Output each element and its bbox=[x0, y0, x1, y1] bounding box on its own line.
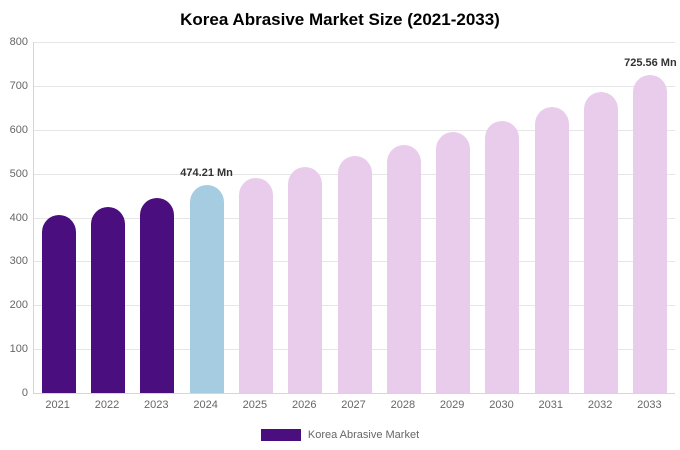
bar-2024[interactable] bbox=[189, 184, 224, 393]
bar-slot bbox=[478, 42, 527, 393]
x-tick-label: 2022 bbox=[94, 399, 120, 411]
y-tick-label: 0 bbox=[21, 387, 28, 399]
legend-swatch bbox=[260, 429, 301, 441]
bar-value-label: 474.21 Mn bbox=[180, 166, 233, 179]
y-tick-label: 800 bbox=[9, 36, 28, 48]
x-tick-label: 2024 bbox=[193, 399, 218, 411]
bar-slot bbox=[83, 42, 132, 393]
plot-area: 474.21 Mn 725.56 Mn bbox=[33, 42, 677, 394]
bar-slot bbox=[429, 42, 478, 393]
legend-label: Korea Abrasive Market bbox=[307, 429, 420, 441]
bar-value-label: 725.56 Mn bbox=[624, 56, 677, 69]
bar-slot bbox=[34, 42, 83, 393]
gridline bbox=[34, 42, 675, 43]
y-tick-label: 500 bbox=[9, 167, 28, 180]
legend[interactable]: Korea Abrasive Market bbox=[0, 429, 680, 441]
bar-2026[interactable] bbox=[288, 166, 323, 393]
x-tick-label: 2029 bbox=[439, 399, 465, 411]
bar-2029[interactable] bbox=[436, 131, 471, 393]
bar-2025[interactable] bbox=[238, 177, 273, 393]
bar-2027[interactable] bbox=[337, 156, 372, 393]
bar-slot bbox=[133, 42, 182, 393]
x-tick-label: 2028 bbox=[390, 399, 416, 411]
y-axis: 0 100 200 300 400 500 600 700 800 bbox=[0, 36, 28, 399]
bar-2022[interactable] bbox=[90, 206, 125, 393]
bar-slot bbox=[231, 42, 280, 393]
x-tick-label: 2033 bbox=[637, 399, 662, 411]
y-tick-label: 100 bbox=[9, 343, 28, 356]
x-tick-label: 2027 bbox=[341, 399, 366, 411]
x-tick-label: 2031 bbox=[538, 399, 564, 411]
bar-2030[interactable] bbox=[485, 120, 520, 393]
bar-slot: 725.56 Mn bbox=[624, 42, 677, 393]
x-tick-label: 2030 bbox=[489, 399, 514, 411]
bars: 474.21 Mn 725.56 Mn bbox=[34, 42, 677, 393]
bar-slot bbox=[330, 42, 379, 393]
x-tick-label: 2032 bbox=[587, 399, 613, 411]
bar-slot: 474.21 Mn bbox=[180, 42, 233, 393]
y-tick-label: 400 bbox=[9, 211, 28, 224]
bar-2023[interactable] bbox=[140, 197, 175, 393]
gridline bbox=[34, 85, 675, 87]
x-axis: 2021 2022 2023 2024 2025 2026 2027 2028 2029 2030… bbox=[33, 399, 674, 411]
x-tick-label: 2023 bbox=[144, 399, 169, 411]
bar-slot bbox=[527, 42, 576, 393]
bar-2033[interactable] bbox=[633, 74, 668, 393]
bar-slot bbox=[281, 42, 330, 393]
y-tick-label: 700 bbox=[9, 79, 28, 92]
x-tick-label: 2021 bbox=[45, 399, 70, 411]
y-tick-label: 300 bbox=[9, 255, 28, 268]
x-tick-label: 2026 bbox=[291, 399, 317, 411]
bar-slot bbox=[379, 42, 428, 393]
x-tick-label: 2025 bbox=[242, 399, 268, 411]
chart-title: Korea Abrasive Market Size (2021-2033) bbox=[180, 10, 500, 29]
y-tick-label: 600 bbox=[9, 123, 28, 136]
bar-2021[interactable] bbox=[41, 215, 76, 393]
bar-2031[interactable] bbox=[534, 107, 569, 393]
y-tick-label: 200 bbox=[9, 299, 28, 312]
bar-slot bbox=[576, 42, 625, 393]
gridline bbox=[34, 129, 675, 131]
bar-2028[interactable] bbox=[386, 145, 421, 393]
bar-2032[interactable] bbox=[584, 92, 619, 393]
